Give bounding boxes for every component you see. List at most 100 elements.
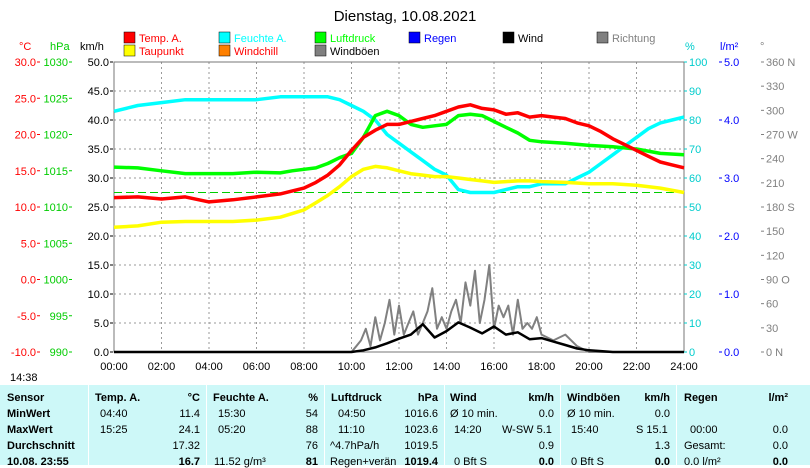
legend-label: Feuchte A. [234, 33, 287, 45]
x-tick-label: 00:00 [100, 361, 128, 373]
humidity-tick-label: 80 [689, 115, 701, 127]
direction-tick-label: 210 [766, 178, 784, 190]
direction-tick-label: 120 [766, 250, 784, 262]
cell: 0 Bft S [571, 456, 605, 468]
cell: 0.0 l/m² [684, 456, 721, 468]
direction-tick-label: 240 [766, 154, 784, 166]
pressure-tick-label: 1030 [44, 57, 68, 69]
humidity-tick-label: 70 [689, 144, 701, 156]
cell: 14:20 [454, 424, 482, 436]
x-tick-label: 04:00 [195, 361, 223, 373]
cell: 05:20 [218, 424, 246, 436]
temp-tick-label: 10.0 [15, 202, 36, 214]
cell: S 15.1 [636, 424, 668, 436]
cell: 0.9 [538, 440, 554, 452]
cell: Ø 10 min. [567, 408, 615, 420]
header-rain-unit: l/m² [768, 392, 788, 404]
legend-swatch [218, 31, 231, 44]
wind-tick-label: 10.0 [88, 289, 109, 301]
legend-label: Wind [518, 33, 543, 45]
cell: 54 [305, 408, 318, 420]
header-wind: Wind [450, 392, 477, 404]
x-tick-label: 08:00 [290, 361, 318, 373]
cell: 0.0 [654, 456, 670, 468]
temp-tick-label: -10.0 [11, 347, 36, 359]
x-tick-label: 12:00 [385, 361, 413, 373]
column-divider [444, 384, 445, 465]
pressure-tick-label: 1005 [44, 238, 68, 250]
humidity-tick-label: 20 [689, 289, 701, 301]
unit-wind: km/h [80, 41, 104, 53]
pressure-tick-label: 1000 [44, 275, 68, 287]
temp-tick-label: 5.0 [21, 238, 36, 250]
cell: 1019.4 [404, 456, 438, 468]
rain-tick-label: 4.0 [724, 115, 739, 127]
temp-tick-label: 30.0 [15, 57, 36, 69]
column-divider [324, 384, 325, 465]
row-label: 10.08. 23:55 [7, 456, 69, 468]
wind-tick-label: 40.0 [88, 115, 109, 127]
humidity-tick-label: 30 [689, 260, 701, 272]
direction-tick-label: 0 N [766, 347, 783, 359]
cell: 15:40 [571, 424, 599, 436]
table-top-border [0, 384, 810, 385]
rain-tick-label: 1.0 [724, 289, 739, 301]
legend: Temp. A. Feuchte A. Luftdruck Regen Wind Rich… [123, 31, 655, 58]
legend-swatch [502, 31, 515, 44]
rain-tick-label: 3.0 [724, 173, 739, 185]
cell: 0.0 [538, 408, 554, 420]
statistics-table: Sensor Temp. A. °C Feuchte A. % Luftdruc… [0, 384, 810, 468]
cell: 11.52 g/m³ [214, 456, 266, 468]
direction-tick-label: 60 [766, 299, 778, 311]
legend-swatch [314, 31, 327, 44]
row-label: Durchschnitt [7, 440, 75, 452]
cell: 0 Bft S [454, 456, 488, 468]
humidity-tick-label: 100 [689, 57, 707, 69]
header-sensor: Sensor [7, 392, 45, 404]
direction-tick-label: 270 W [766, 130, 798, 142]
legend-label: Luftdruck [330, 33, 376, 45]
wind-tick-label: 45.0 [88, 86, 109, 98]
wind-tick-label: 20.0 [88, 231, 109, 243]
x-tick-label: 14:00 [433, 361, 461, 373]
series-wind [114, 321, 684, 354]
humidity-tick-label: 10 [689, 318, 701, 330]
direction-tick-label: 300 [766, 105, 784, 117]
column-divider [560, 384, 561, 465]
cell: 24.1 [178, 424, 200, 436]
cell: 17.32 [172, 440, 200, 452]
axes: 00:00 02:00 04:00 06:00 08:00 10:00 12:00 14:00… [11, 57, 798, 373]
unit-direction: ° [760, 41, 764, 53]
row-label: MinWert [7, 408, 51, 420]
wind-tick-label: 15.0 [88, 260, 109, 272]
cell: 0.0 [654, 408, 670, 420]
cell: 11:10 [338, 424, 365, 436]
unit-rain: l/m² [720, 41, 739, 53]
legend-swatch [123, 31, 136, 44]
humidity-tick-label: 0 [689, 347, 695, 359]
header-temp-unit: °C [187, 392, 200, 404]
header-wind-unit: km/h [528, 392, 554, 404]
header-humidity-unit: % [308, 392, 318, 404]
cell: 88 [305, 424, 318, 436]
legend-label: Taupunkt [139, 46, 184, 58]
cell: 00:00 [690, 424, 718, 436]
cell: W-SW 5.1 [502, 424, 552, 436]
cell: 15:25 [100, 424, 128, 436]
x-tick-label: 18:00 [528, 361, 556, 373]
cell: 1.3 [654, 440, 670, 452]
legend-swatch [123, 44, 136, 57]
cell: 04:50 [338, 408, 366, 420]
wind-tick-label: 25.0 [88, 202, 109, 214]
cell: 16.7 [178, 456, 200, 468]
temp-tick-label: 0.0 [21, 275, 36, 287]
unit-temp: °C [19, 41, 31, 53]
x-tick-label: 16:00 [480, 361, 508, 373]
current-time-label: 14:38 [10, 372, 38, 384]
series-feuchte-a- [113, 95, 685, 195]
wind-tick-label: 30.0 [88, 173, 109, 185]
pressure-tick-label: 1025 [44, 93, 68, 105]
series-temp-a- [113, 103, 685, 204]
unit-humidity: % [685, 41, 695, 53]
cell: 0.0 [538, 456, 554, 468]
